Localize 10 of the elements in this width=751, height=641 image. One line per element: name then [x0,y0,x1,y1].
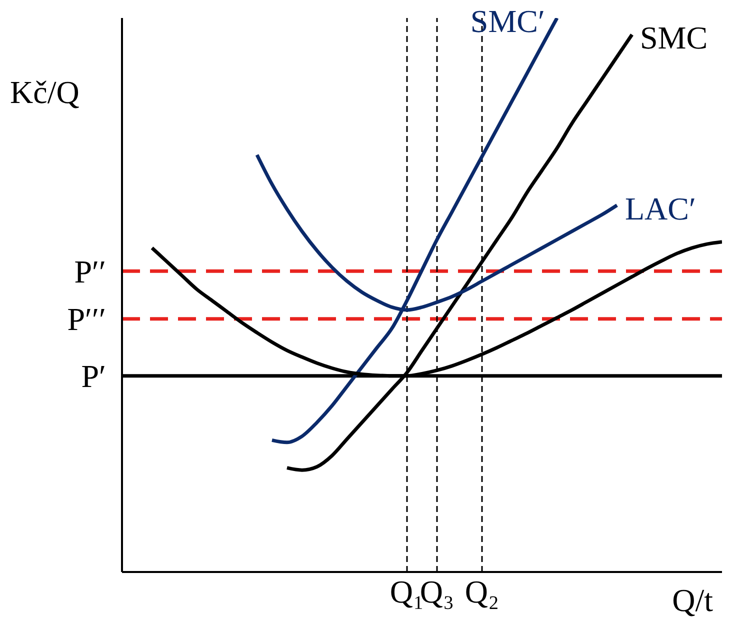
ref-line-label: P′′′ [67,301,106,338]
x-tick-label: Q₃ [420,574,454,610]
ref-line-label: P′ [81,358,106,394]
y-axis-title: Kč/Q [10,74,80,111]
series-label: LAC′ [625,190,696,226]
x-axis-title: Q/t [672,581,713,620]
series-label: SMC [640,20,708,56]
series-label: SMC′ [470,3,545,39]
x-tick-label: Q₂ [464,574,500,610]
ref-line-label: P′′ [74,254,106,290]
